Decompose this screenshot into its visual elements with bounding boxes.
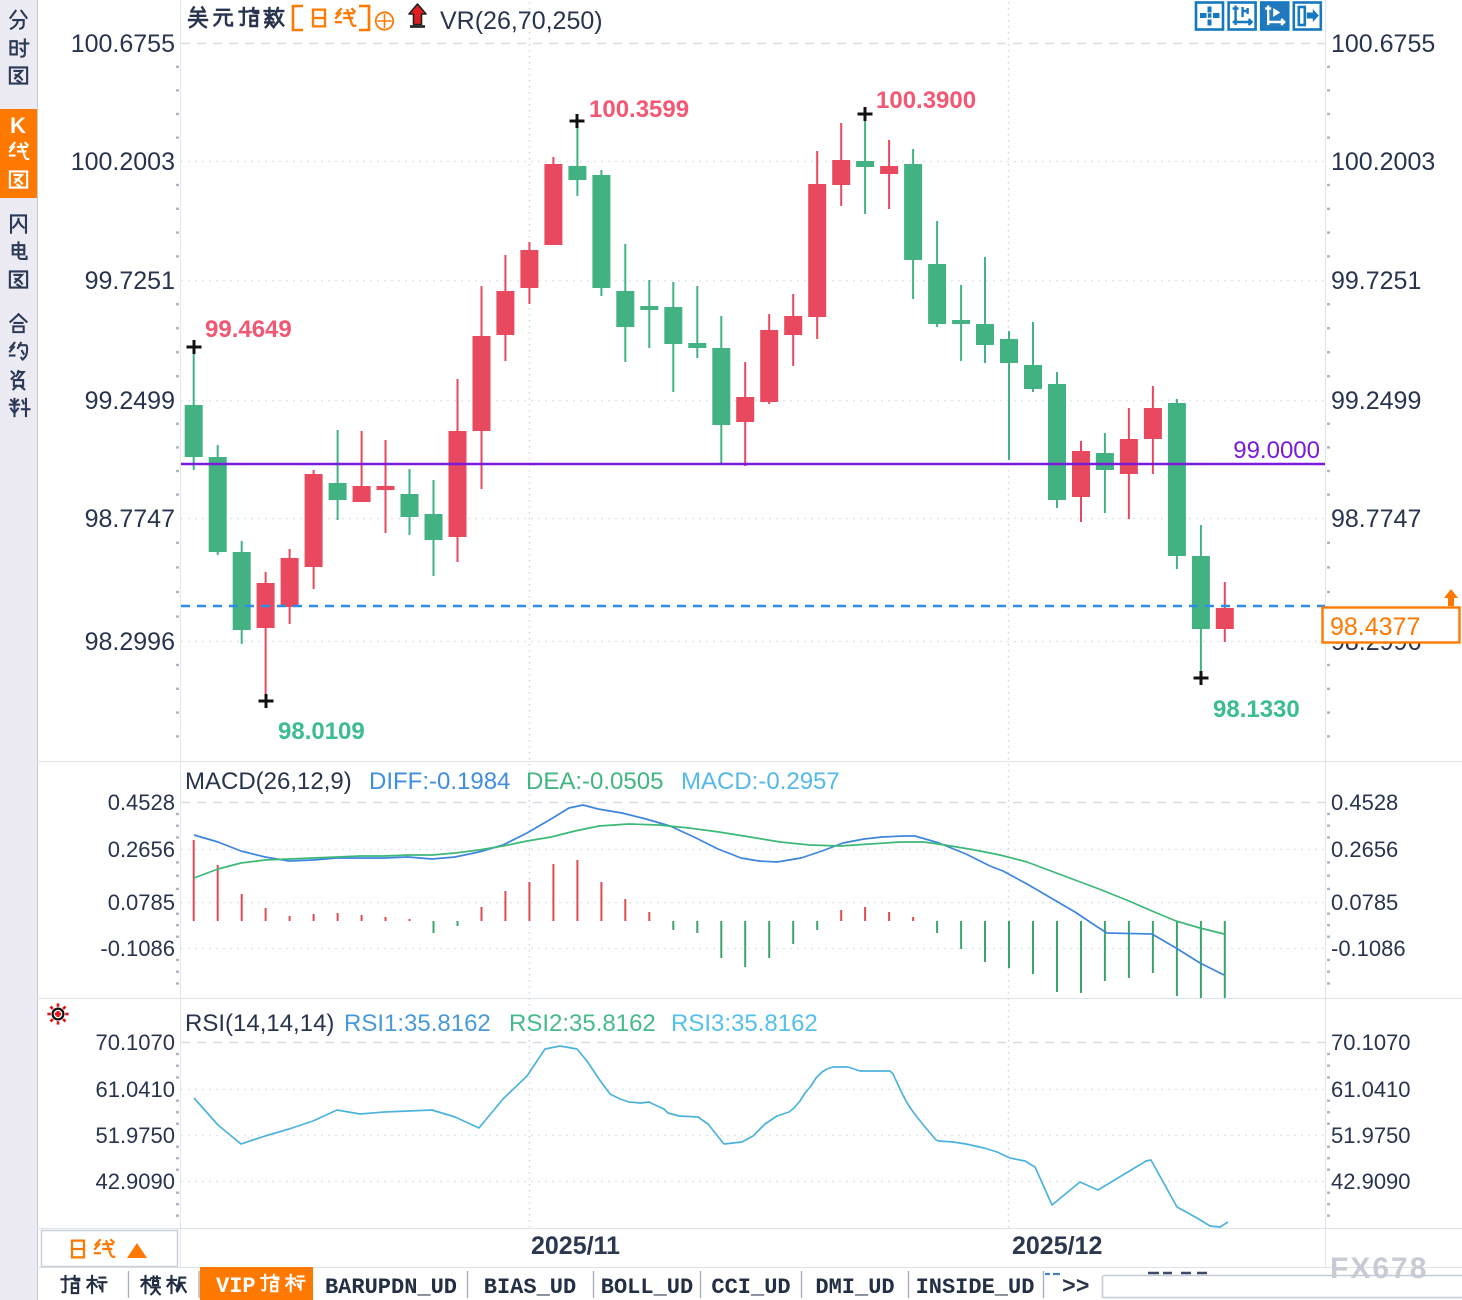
svg-text:RSI(14,14,14): RSI(14,14,14) bbox=[185, 1010, 334, 1037]
svg-text:>>: >> bbox=[1062, 1274, 1090, 1300]
svg-text:98.0109: 98.0109 bbox=[278, 718, 365, 745]
svg-text:0.2656: 0.2656 bbox=[1331, 837, 1398, 862]
svg-text:100.6755: 100.6755 bbox=[71, 30, 175, 58]
svg-text:98.4377: 98.4377 bbox=[1330, 613, 1420, 641]
svg-text:99.4649: 99.4649 bbox=[205, 316, 292, 343]
svg-text:0.0785: 0.0785 bbox=[1331, 890, 1398, 915]
svg-text:70.1070: 70.1070 bbox=[95, 1030, 175, 1055]
svg-text:100.3900: 100.3900 bbox=[876, 87, 976, 114]
svg-text:RSI1:35.8162: RSI1:35.8162 bbox=[344, 1010, 491, 1037]
svg-text:100.2003: 100.2003 bbox=[1331, 148, 1435, 176]
svg-text:FX678: FX678 bbox=[1330, 1252, 1428, 1285]
svg-text:98.2996: 98.2996 bbox=[85, 628, 175, 656]
svg-text:DIFF:-0.1984: DIFF:-0.1984 bbox=[369, 768, 510, 795]
svg-text:61.0410: 61.0410 bbox=[95, 1077, 175, 1102]
svg-text:99.2499: 99.2499 bbox=[1331, 387, 1421, 415]
svg-text:BIAS_UD: BIAS_UD bbox=[484, 1275, 576, 1300]
svg-text:DMI_UD: DMI_UD bbox=[815, 1275, 894, 1300]
svg-text:RSI3:35.8162: RSI3:35.8162 bbox=[671, 1010, 818, 1037]
svg-text:BARUPDN_UD: BARUPDN_UD bbox=[325, 1275, 457, 1300]
svg-text:70.1070: 70.1070 bbox=[1331, 1030, 1411, 1055]
svg-text:DEA:-0.0505: DEA:-0.0505 bbox=[526, 768, 663, 795]
svg-text:VR(26,70,250): VR(26,70,250) bbox=[440, 7, 603, 35]
svg-text:98.7747: 98.7747 bbox=[1331, 505, 1421, 533]
svg-text:0.2656: 0.2656 bbox=[108, 837, 175, 862]
svg-text:-0.1086: -0.1086 bbox=[1331, 936, 1406, 961]
svg-text:98.1330: 98.1330 bbox=[1213, 696, 1300, 723]
svg-text:2025/12: 2025/12 bbox=[1012, 1232, 1102, 1260]
svg-text:98.7747: 98.7747 bbox=[85, 505, 175, 533]
svg-text:CCI_UD: CCI_UD bbox=[711, 1275, 790, 1300]
svg-text:BOLL_UD: BOLL_UD bbox=[601, 1275, 693, 1300]
svg-text:2025/11: 2025/11 bbox=[531, 1232, 620, 1260]
svg-text:100.2003: 100.2003 bbox=[71, 148, 175, 176]
svg-text:99.7251: 99.7251 bbox=[85, 267, 175, 295]
svg-text:99.2499: 99.2499 bbox=[85, 387, 175, 415]
svg-text:61.0410: 61.0410 bbox=[1331, 1077, 1411, 1102]
svg-text:51.9750: 51.9750 bbox=[95, 1123, 175, 1148]
svg-text:0.4528: 0.4528 bbox=[1331, 790, 1398, 815]
svg-text:100.6755: 100.6755 bbox=[1331, 30, 1435, 58]
svg-text:0.0785: 0.0785 bbox=[108, 890, 175, 915]
svg-text:VIP: VIP bbox=[216, 1274, 256, 1299]
svg-text:K: K bbox=[10, 113, 26, 138]
svg-text:99.7251: 99.7251 bbox=[1331, 267, 1421, 295]
svg-text:INSIDE_UD: INSIDE_UD bbox=[916, 1275, 1035, 1300]
svg-text:42.9090: 42.9090 bbox=[1331, 1169, 1411, 1194]
svg-text:100.3599: 100.3599 bbox=[589, 96, 689, 123]
svg-text:-0.1086: -0.1086 bbox=[100, 936, 175, 961]
svg-text:51.9750: 51.9750 bbox=[1331, 1123, 1411, 1148]
svg-text:RSI2:35.8162: RSI2:35.8162 bbox=[509, 1010, 656, 1037]
svg-text:42.9090: 42.9090 bbox=[95, 1169, 175, 1194]
svg-text:MACD(26,12,9): MACD(26,12,9) bbox=[185, 768, 352, 795]
svg-text:MACD:-0.2957: MACD:-0.2957 bbox=[681, 768, 840, 795]
svg-text:0.4528: 0.4528 bbox=[108, 790, 175, 815]
svg-text:99.0000: 99.0000 bbox=[1233, 437, 1320, 464]
